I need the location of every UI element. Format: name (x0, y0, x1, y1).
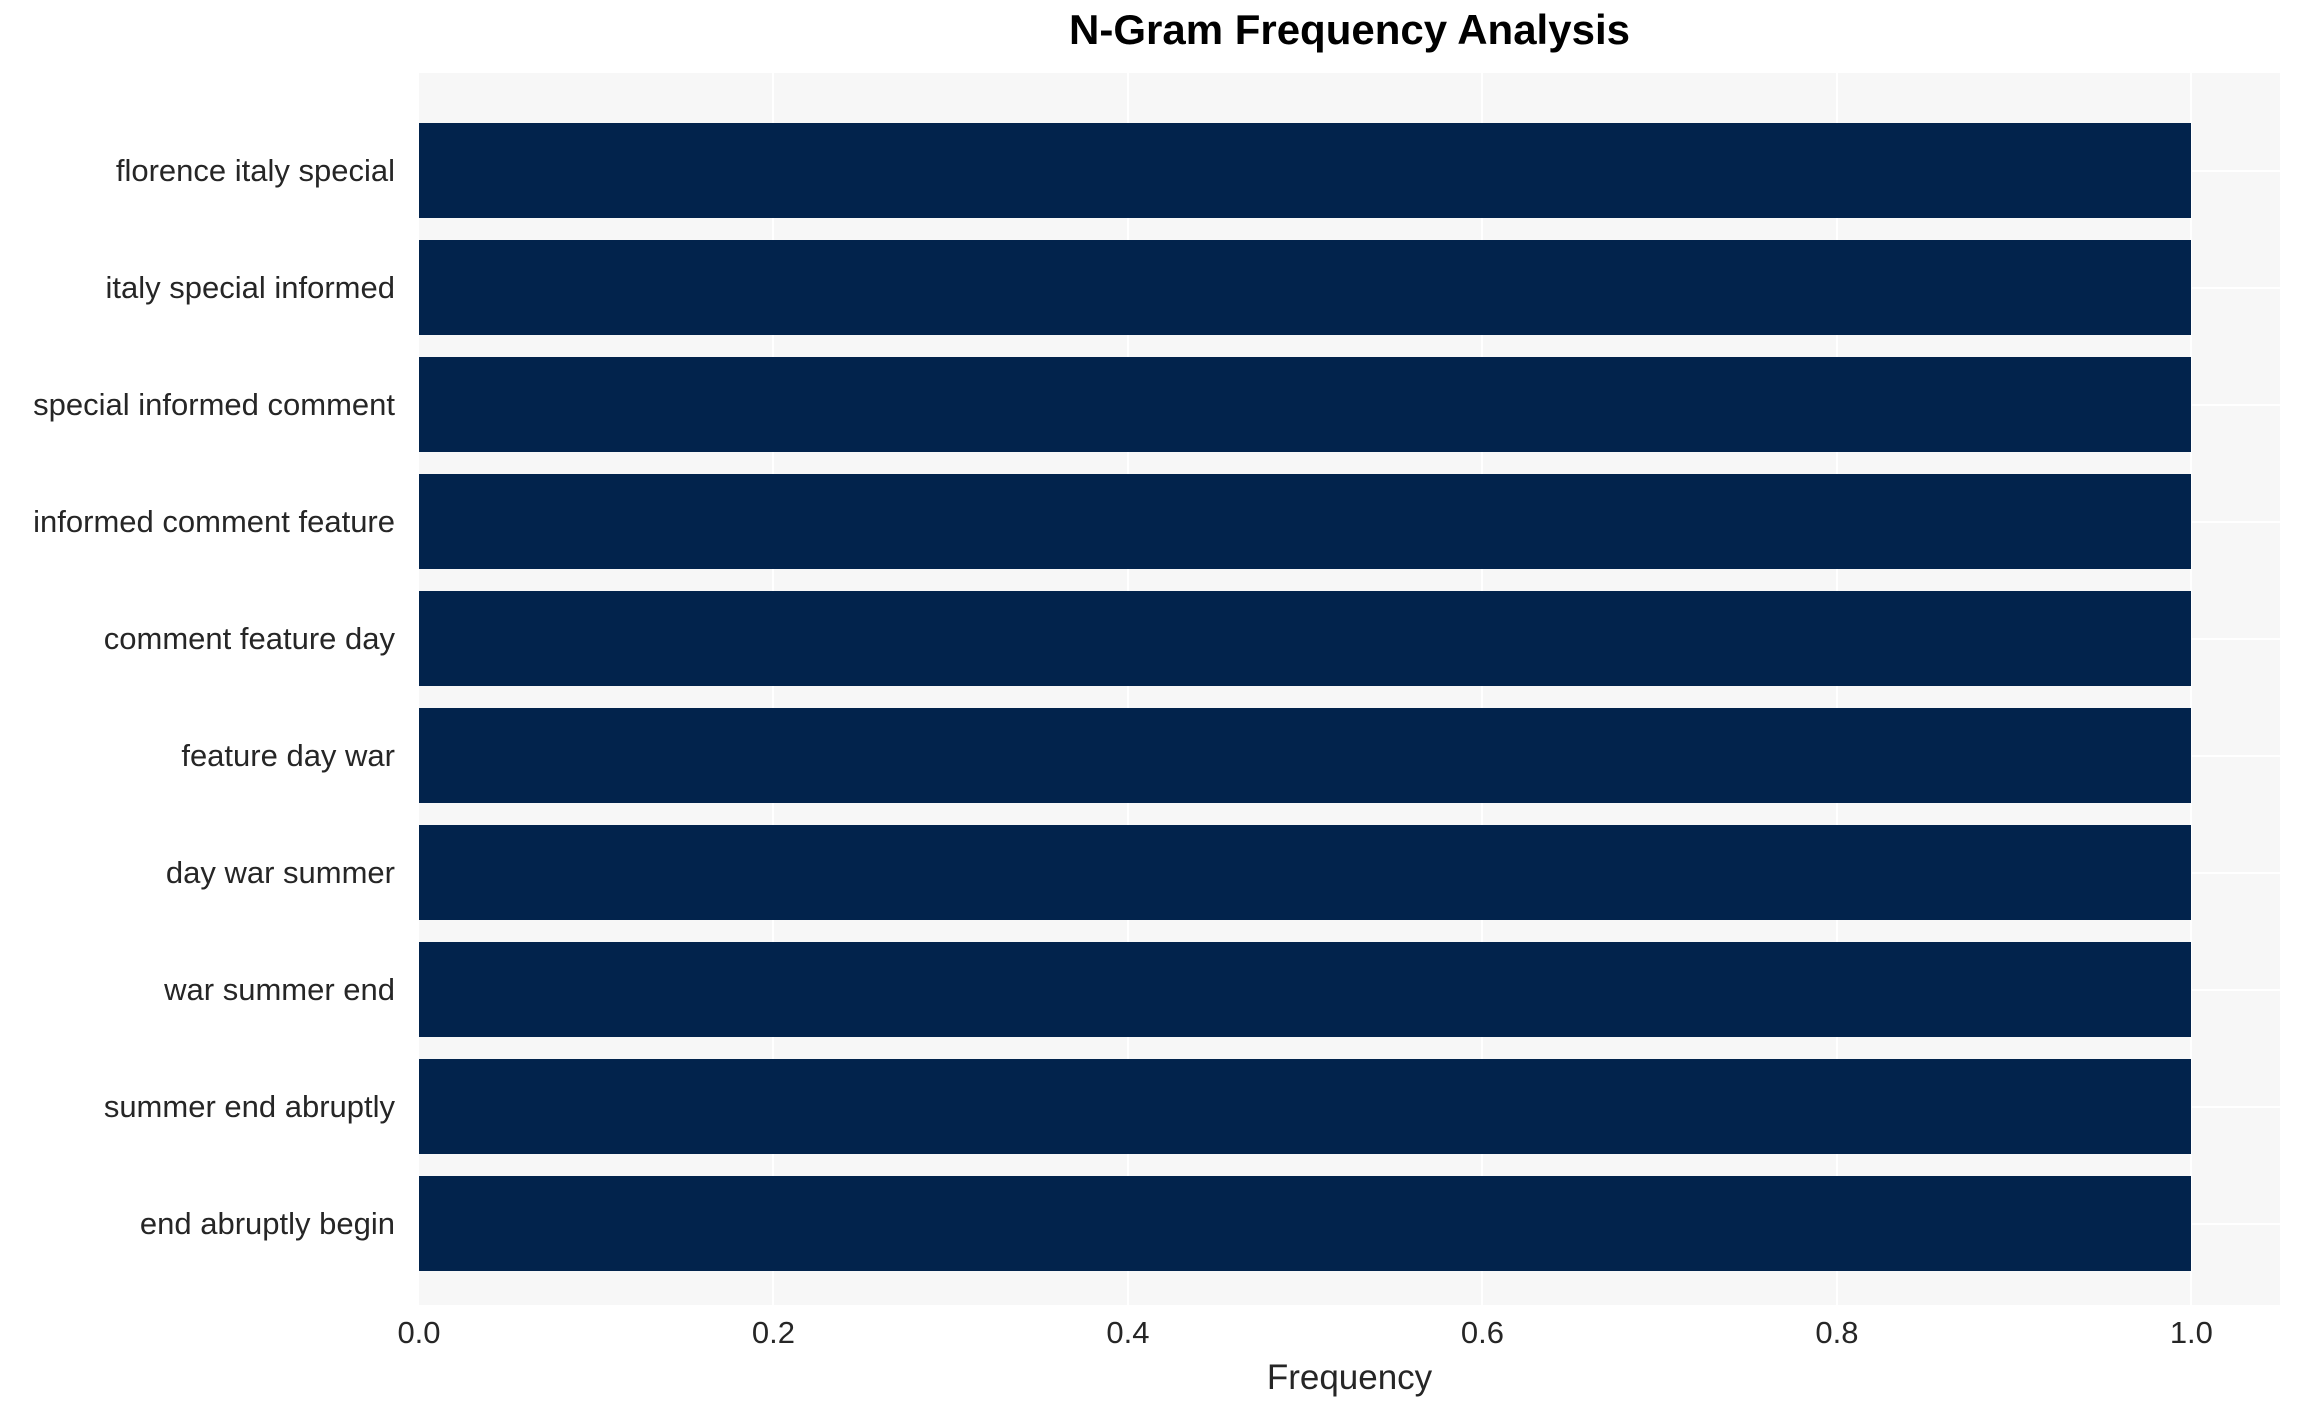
x-tick-label: 0.2 (751, 1315, 796, 1350)
bar (419, 1175, 2192, 1272)
plot-area (419, 73, 2280, 1305)
x-tick-label: 1.0 (2169, 1315, 2213, 1350)
x-gridline (2190, 73, 2193, 1305)
x-axis-ticks: 0.0 0.2 0.4 0.6 0.8 1.0 (397, 1315, 2280, 1353)
y-tick-label: florence italy special (115, 152, 395, 188)
y-tick-label: special informed comment (33, 386, 395, 422)
y-tick-label: summer end abruptly (103, 1088, 395, 1124)
y-axis-labels: florence italy special italy special info… (0, 112, 407, 1282)
y-tick-label: italy special informed (105, 269, 395, 305)
y-tick-label: comment feature day (103, 620, 395, 656)
bar-row (419, 346, 2280, 463)
x-tick-label: 0.4 (1106, 1315, 1150, 1350)
bar (419, 122, 2192, 219)
v-gridlines (419, 73, 2280, 1305)
y-tick-label: day war summer (165, 854, 395, 890)
x-gridline (772, 73, 775, 1305)
bar-row (419, 814, 2280, 931)
bar (419, 824, 2192, 921)
bar-row (419, 1048, 2280, 1165)
bar-row (419, 463, 2280, 580)
bar-row (419, 229, 2280, 346)
y-tick-label: feature day war (181, 737, 395, 773)
bar (419, 941, 2192, 1038)
bar-row (419, 1165, 2280, 1282)
bar-row (419, 112, 2280, 229)
bar-row (419, 580, 2280, 697)
bar (419, 356, 2192, 453)
x-gridline (1126, 73, 1129, 1305)
x-tick-label: 0.8 (1815, 1315, 1859, 1350)
y-tick-label: end abruptly begin (139, 1205, 395, 1241)
x-tick-label: 0.6 (1460, 1315, 1504, 1350)
bar (419, 707, 2192, 804)
bar (419, 1058, 2192, 1155)
bar-rows (419, 112, 2280, 1282)
x-gridline (1835, 73, 1838, 1305)
bar-row (419, 931, 2280, 1048)
x-gridline (1481, 73, 1484, 1305)
y-tick-label: war summer end (164, 971, 395, 1007)
bar-row (419, 697, 2280, 814)
bar (419, 239, 2192, 336)
bar (419, 473, 2192, 570)
x-axis-title: Frequency (1266, 1358, 1433, 1397)
bar (419, 590, 2192, 687)
y-tick-label: informed comment feature (33, 503, 395, 539)
x-tick-label: 0.0 (397, 1315, 441, 1350)
chart-title: N-Gram Frequency Analysis (1069, 6, 1630, 53)
